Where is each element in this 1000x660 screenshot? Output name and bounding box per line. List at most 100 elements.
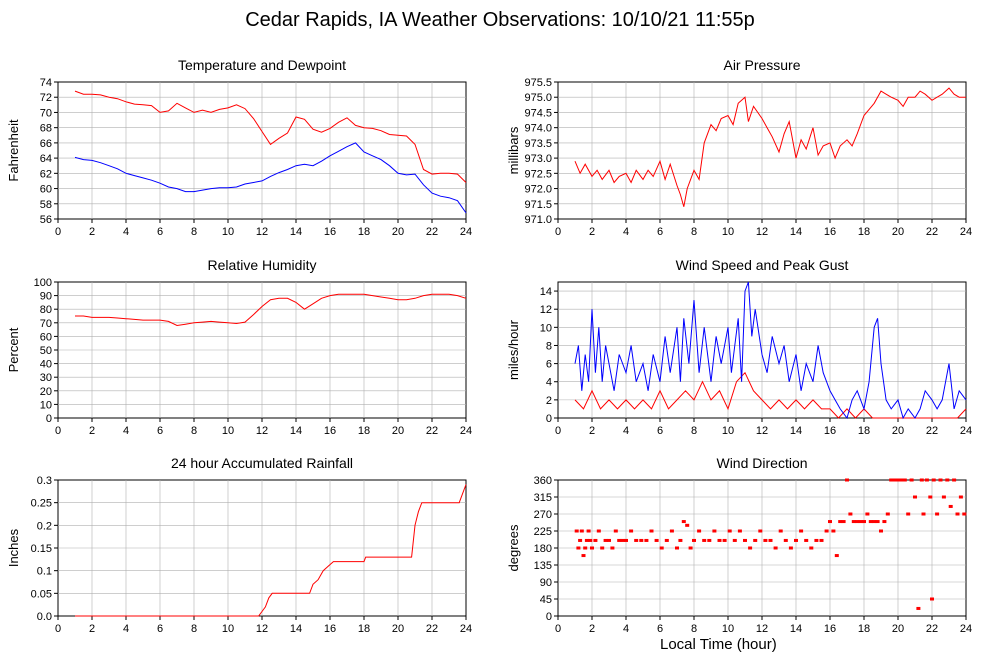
panel-humidity: 0 2 4 6 8 10 12 14 16 18 20 22 240102030405060708090… — [6, 257, 472, 437]
data-point — [600, 546, 605, 550]
x-tick-label: 6 — [157, 623, 163, 635]
data-point — [924, 478, 929, 482]
x-tick-label: 6 — [657, 623, 663, 635]
data-point — [644, 538, 649, 542]
data-point — [824, 529, 829, 533]
x-tick-label: 12 — [756, 226, 768, 238]
data-point — [814, 538, 819, 542]
y-tick-label: 70 — [40, 318, 52, 330]
data-point — [928, 495, 933, 499]
y-tick-label: 360 — [534, 475, 552, 487]
x-tick-label: 20 — [892, 425, 904, 437]
x-tick-label: 6 — [657, 226, 663, 238]
y-tick-label: 971.5 — [524, 199, 552, 211]
panel-title: Relative Humidity — [208, 257, 317, 273]
data-point — [590, 546, 594, 550]
x-tick-label: 18 — [858, 425, 870, 437]
data-point — [576, 546, 581, 550]
x-tick-label: 12 — [756, 425, 768, 437]
x-tick-label: 20 — [892, 226, 904, 238]
data-point — [799, 529, 804, 533]
x-tick-label: 16 — [324, 623, 336, 635]
data-point — [896, 478, 900, 482]
panel-title: Temperature and Dewpoint — [178, 57, 346, 73]
data-point — [624, 538, 628, 542]
data-point — [930, 597, 934, 601]
y-axis-label: millibars — [506, 126, 521, 174]
data-point — [768, 538, 773, 542]
y-tick-label: 315 — [534, 492, 552, 504]
x-tick-label: 24 — [960, 226, 972, 238]
x-tick-label: 8 — [191, 425, 197, 437]
data-point — [945, 478, 950, 482]
x-tick-label: 24 — [960, 425, 972, 437]
x-tick-label: 8 — [191, 226, 197, 238]
data-point — [862, 520, 866, 524]
x-tick-label: 20 — [392, 623, 404, 635]
panel-wind-direction: 0 2 4 6 8 10 12 14 16 18 20 22 240459013518022527031… — [506, 455, 972, 635]
x-tick-label: 18 — [358, 226, 370, 238]
y-axis-label: Inches — [6, 528, 21, 567]
y-tick-label: 50 — [40, 345, 52, 357]
data-point — [958, 495, 963, 499]
data-point — [732, 538, 737, 542]
data-point — [578, 538, 583, 542]
y-tick-label: 40 — [40, 359, 52, 371]
y-tick-label: 974.5 — [524, 107, 552, 119]
data-point — [919, 478, 924, 482]
data-point — [584, 538, 589, 542]
y-tick-label: 0.3 — [37, 475, 52, 487]
series-line-1 — [574, 281, 967, 420]
data-point — [875, 520, 880, 524]
data-point — [697, 529, 702, 533]
x-tick-label: 0 — [55, 226, 61, 238]
data-point — [935, 512, 940, 516]
x-tick-label: 4 — [623, 623, 629, 635]
y-tick-label: 0.0 — [37, 611, 52, 623]
x-tick-label: 8 — [691, 425, 697, 437]
panel-title: Air Pressure — [723, 57, 800, 73]
data-point — [783, 538, 788, 542]
x-tick-label: 2 — [89, 226, 95, 238]
y-tick-label: 4 — [546, 377, 552, 389]
data-point — [620, 538, 625, 542]
data-point — [748, 546, 753, 550]
y-tick-label: 62 — [40, 168, 52, 180]
data-point — [583, 546, 588, 550]
data-point — [617, 538, 622, 542]
y-tick-label: 70 — [40, 107, 52, 119]
data-point — [848, 512, 853, 516]
y-tick-label: 973.0 — [524, 153, 552, 165]
data-point — [603, 538, 608, 542]
series-line-0 — [75, 484, 467, 617]
x-tick-label: 12 — [256, 425, 268, 437]
data-point — [916, 606, 921, 610]
data-point — [610, 546, 615, 550]
x-tick-label: 18 — [858, 226, 870, 238]
data-point — [931, 478, 936, 482]
y-tick-label: 14 — [540, 286, 552, 298]
data-point — [581, 554, 586, 558]
x-tick-label: 4 — [123, 226, 129, 238]
data-point — [909, 478, 914, 482]
x-tick-label: 14 — [290, 226, 302, 238]
y-tick-label: 80 — [40, 304, 52, 316]
data-point — [681, 520, 686, 524]
y-tick-label: 972.5 — [524, 168, 552, 180]
x-tick-label: 12 — [756, 623, 768, 635]
data-point — [819, 538, 824, 542]
panel-rainfall: 0 2 4 6 8 10 12 14 16 18 20 22 240.00.050.10.150.20.… — [6, 455, 472, 635]
x-tick-label: 14 — [790, 623, 802, 635]
y-tick-label: 60 — [40, 184, 52, 196]
data-point — [639, 538, 644, 542]
x-tick-label: 4 — [623, 226, 629, 238]
panel-title: Wind Direction — [716, 455, 807, 471]
y-tick-label: 0.25 — [31, 498, 52, 510]
series-line-0 — [574, 371, 967, 419]
data-point — [692, 538, 696, 542]
y-tick-label: 90 — [40, 291, 52, 303]
data-point — [743, 538, 747, 542]
x-tick-label: 0 — [555, 623, 561, 635]
data-point — [952, 478, 957, 482]
page-title: Cedar Rapids, IA Weather Observations: 1… — [245, 9, 755, 31]
